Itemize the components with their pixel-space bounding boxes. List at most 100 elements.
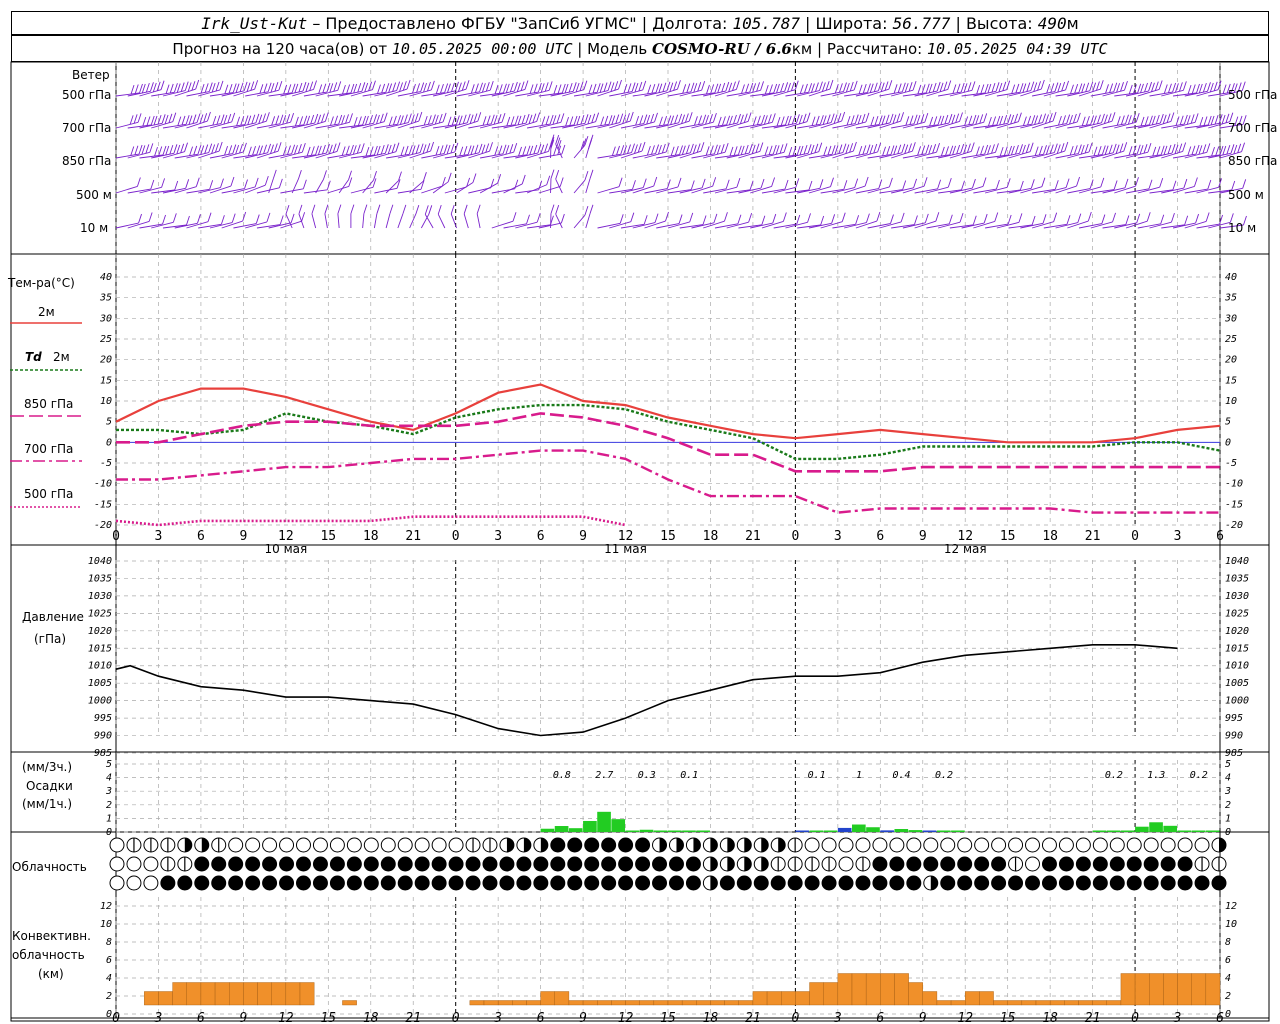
wind-barb-feather [565,116,570,127]
wind-barb-feather [1238,115,1243,126]
wind-barb-feather [540,83,545,93]
wind-barb-feather [299,116,304,126]
temp-xtick: 12 [957,529,973,544]
wind-barb-feather [845,144,850,154]
wind-barb [221,220,243,229]
wind-barb-feather [1021,144,1026,155]
wind-barb-feather [157,115,162,125]
wind-barb-feather [130,146,135,156]
cloud-cover-symbol [550,856,566,872]
wind-barb-feather [315,145,319,155]
wind-barb-feather [803,145,808,155]
wind-barb-feather [1167,144,1172,155]
wind-barb-feather [928,145,933,155]
pres-ytick-right: 1005 [1225,678,1249,689]
cloud-cover-symbol [1177,875,1193,891]
wind-barb-feather [138,213,142,224]
wind-barb-feather [455,115,460,125]
wind-barb-feather [996,179,1000,190]
wind-barb [233,186,256,194]
wind-barb-feather [1066,215,1071,225]
wind-barb [620,223,645,229]
wind-barb-feather [446,144,451,155]
wind-barb-feather [180,143,185,153]
wind-barb-feather [214,143,219,153]
wind-barb-feather [1115,144,1120,154]
temp-xtick: 3 [494,529,502,544]
wind-barb [891,224,915,229]
precip-bar [611,819,626,832]
temp-ytick-right: -15 [1225,499,1243,510]
cloud-cover-symbol [279,875,295,891]
cloud-cover-symbol [312,875,328,891]
wind-barb-feather [263,83,268,93]
wind-barb-feather [553,84,558,95]
wind-barb [597,222,621,229]
cloud-half-mark [744,838,752,853]
wind-barb-feather [1241,142,1245,152]
cloud-cover-symbol [652,875,668,891]
wind-barb-feather [341,115,345,125]
wind-barb-feather [1056,144,1061,154]
wind-barb-feather [1112,143,1117,153]
wind-barb-feather [336,142,341,152]
wind-barb-feather [635,116,640,126]
wind-barb-feather [399,82,403,92]
cloud-cover-symbol [1211,875,1227,891]
wind-barb-feather [466,113,471,123]
wind-barb [285,213,293,229]
wind-barb-feather [787,115,792,126]
conv-ytick-left: 4 [106,973,112,984]
wind-barb-feather [849,81,854,92]
wind-barb-feather [780,83,784,93]
wind-barb-feather [383,112,388,122]
wind-barb-feather [893,84,898,94]
wind-barb-feather [890,145,895,155]
wind-barb-feather [388,116,393,126]
wind-barb-feather [208,82,213,92]
wind-barb-feather [142,116,147,127]
cloud-cover-symbol [855,875,871,891]
wind-barb-feather [681,114,685,124]
wind-barb [949,224,974,229]
temp-xtick: 18 [363,529,379,544]
pres-title-2: (гПа) [34,632,66,646]
wind-barb-feather [768,145,773,155]
wind-barb-feather [940,146,945,157]
conv-cloud-bar [526,1000,541,1006]
wind-500hpa-label: 500 гПа [62,88,111,102]
wind-barb-feather [776,116,781,127]
wind-barb [362,179,374,194]
conv-cloud-bar [172,982,187,1006]
wind-10m-label-right: 10 м [1228,221,1256,235]
conv-ytick-right: 6 [1225,955,1231,966]
wind-barb-feather [772,144,777,155]
wind-barb-feather [235,83,240,93]
wind-barb-feather [995,143,999,153]
wind-barb-feather [322,83,327,93]
wind-barb-feather [620,145,625,155]
conv-xtick: 15 [660,1011,676,1024]
cloud-cover-symbol [1025,837,1041,853]
conv-cloud-bar [497,1000,513,1006]
wind-barb-feather [1202,144,1207,154]
cloud-cover-symbol [957,875,973,891]
wind-barb-feather [1151,82,1155,92]
prec-ytick-right: 1 [1225,813,1231,824]
wind-barb-feather [725,81,730,92]
cloud-cover-symbol [821,875,837,891]
cloud-cover-symbol [228,875,244,891]
wind-barb-feather [306,146,311,157]
wind-barb-feather [845,82,850,93]
wind-barb-feather [546,175,551,185]
precip-bar [1191,830,1206,832]
wind-barb [421,185,443,194]
wind-barb-feather [831,214,836,224]
conv-cloud-bar [1163,973,1178,1006]
wind-barb-feather [463,204,468,214]
wind-barb [973,221,995,229]
wind-barb-feather [509,144,514,154]
wind-barb-feather [1222,84,1227,94]
wind-barb-feather [694,116,698,126]
wind-barb-feather [690,82,695,92]
